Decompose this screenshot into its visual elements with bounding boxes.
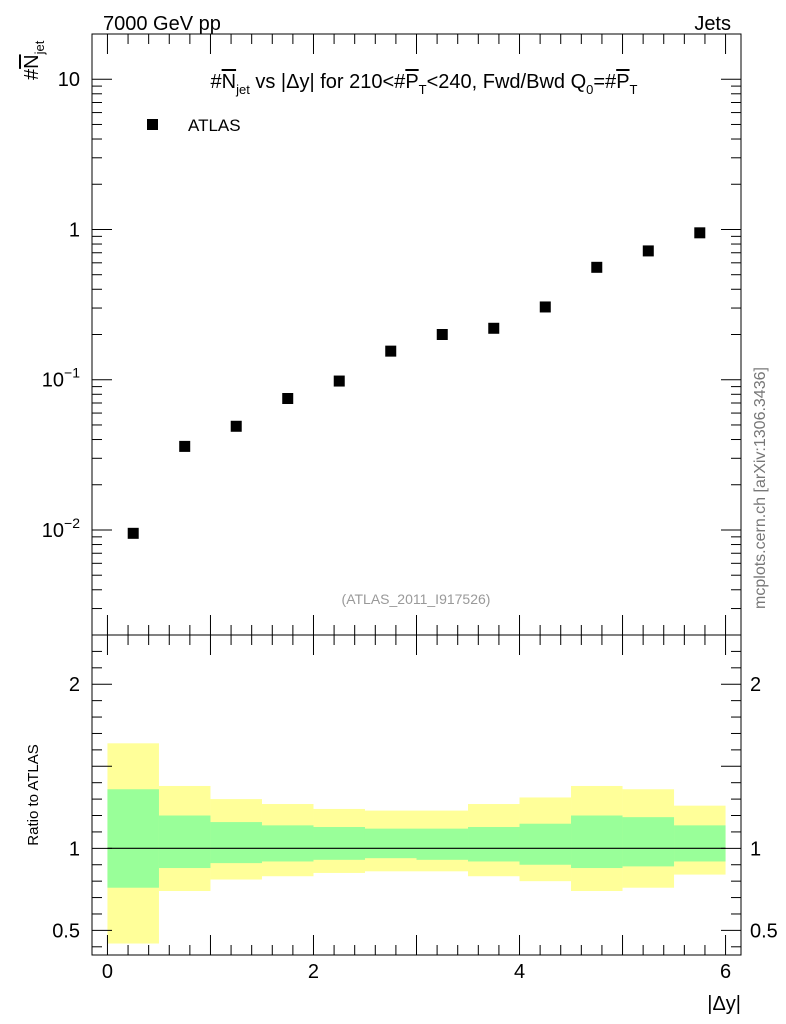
data-point	[436, 329, 448, 340]
ratio-plot-frame	[91, 634, 742, 956]
legend-label-atlas: ATLAS	[188, 116, 241, 135]
data-point	[282, 393, 294, 405]
top-y-tick-label: 1	[69, 219, 80, 241]
data-point	[694, 227, 706, 239]
data-point	[642, 245, 654, 257]
top-y-tick-label: 10−2	[42, 515, 80, 542]
inner-band-bin	[571, 815, 623, 869]
legend-marker-atlas	[147, 119, 158, 130]
data-point	[488, 322, 500, 334]
inner-band-bin	[158, 815, 211, 869]
ratio-y-tick-label: 2	[69, 674, 80, 696]
data-point	[385, 345, 397, 357]
x-tick-label: 6	[720, 961, 731, 983]
x-axis-label: |Δy|	[707, 993, 741, 1015]
inner-band-bin	[674, 825, 726, 862]
category-label: Jets	[694, 13, 731, 35]
inner-band-bin	[364, 828, 417, 859]
inner-band-bin	[313, 827, 365, 860]
data-point	[539, 301, 551, 313]
ratio-y-tick-label: 0.5	[52, 920, 80, 942]
inner-band-bin	[107, 789, 159, 888]
inner-band-bin	[622, 817, 675, 867]
top-y-axis-label: #Njet	[21, 40, 47, 80]
ratio-y-tick-label-right: 2	[750, 674, 761, 696]
inner-band-bin	[261, 825, 314, 862]
inner-band-bin	[416, 828, 469, 860]
x-tick-label: 2	[308, 961, 319, 983]
energy-label: 7000 GeV pp	[103, 13, 221, 35]
data-point	[127, 527, 139, 539]
data-points	[127, 227, 706, 539]
data-point	[591, 261, 603, 273]
ratio-y-ticks: 0.5 0.5 1 1 2 2	[52, 650, 778, 948]
ratio-y-axis-label: Ratio to ATLAS	[25, 744, 42, 845]
data-point	[179, 440, 191, 452]
x-tick-label: 4	[514, 961, 525, 983]
top-y-ticks: 10−2 10−1 1 10	[42, 33, 741, 636]
data-point	[333, 375, 345, 387]
data-point	[230, 420, 242, 432]
inner-band-bin	[519, 823, 572, 865]
inner-band-bin	[468, 827, 520, 862]
ratio-bands	[107, 743, 726, 944]
ratio-y-tick-label: 1	[69, 838, 80, 860]
inner-band-bin	[210, 822, 262, 864]
ratio-y-tick-label-right: 1	[750, 838, 761, 860]
top-y-tick-label: 10	[58, 69, 80, 91]
side-label: mcplots.cern.ch [arXiv:1306.3436]	[752, 367, 769, 609]
x-tick-label: 0	[102, 961, 113, 983]
top-y-tick-label: 10−1	[42, 365, 80, 392]
ratio-y-tick-label-right: 0.5	[750, 920, 778, 942]
analysis-label: (ATLAS_2011_I917526)	[342, 591, 491, 607]
main-title: #Njet vs |Δy| for 210<#PT<240, Fwd/Bwd Q…	[211, 71, 638, 97]
x-ticks: 0 2 4 6	[102, 635, 731, 983]
